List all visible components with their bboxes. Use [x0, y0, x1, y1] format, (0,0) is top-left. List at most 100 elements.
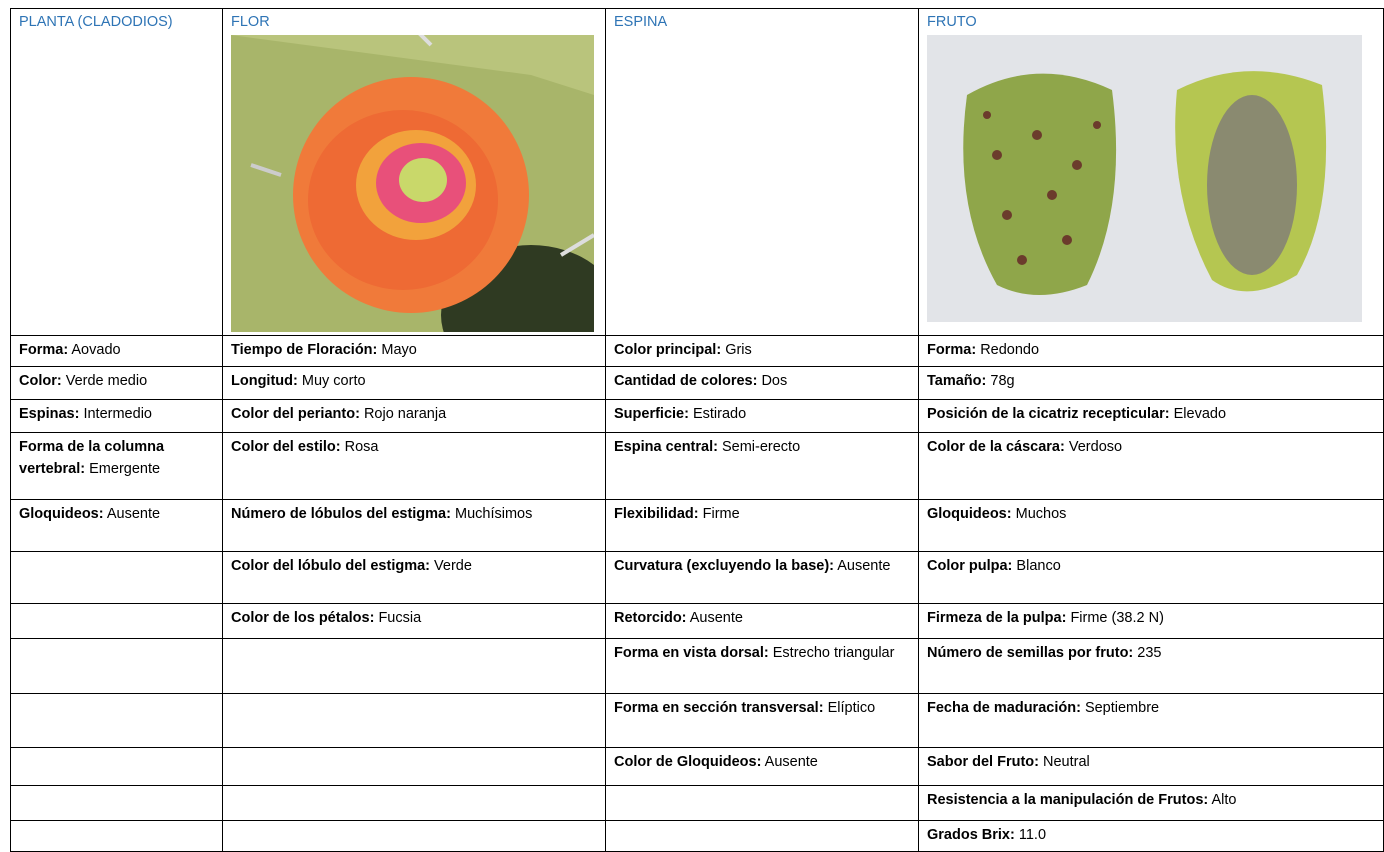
- trait-cell: Sabor del Fruto: Neutral: [918, 747, 1384, 786]
- trait-value: Verdoso: [1068, 439, 1123, 455]
- trait-cell: Tamaño: 78g: [918, 366, 1384, 400]
- trait-value: Blanco: [1016, 558, 1061, 574]
- column-title: PLANTA (CLADODIOS): [19, 14, 173, 30]
- trait-label: Tiempo de Floración:: [231, 342, 378, 358]
- table-row: Resistencia a la manipulación de Frutos:…: [10, 785, 1384, 821]
- trait-cell: Espinas: Intermedio: [10, 399, 223, 433]
- trait-value: Elevado: [1173, 406, 1227, 422]
- trait-label: Posición de la cicatriz recepticular:: [927, 406, 1170, 422]
- trait-cell: Superficie: Estirado: [605, 399, 919, 433]
- trait-label: Sabor del Fruto:: [927, 754, 1039, 770]
- table-row: Gloquideos: Ausente Número de lóbulos del…: [10, 499, 1384, 552]
- empty-cell: [10, 551, 223, 604]
- trait-label: Color pulpa:: [927, 558, 1013, 574]
- trait-value: Septiembre: [1084, 700, 1160, 716]
- trait-label: Gloquideos:: [927, 506, 1012, 522]
- trait-value: Gris: [725, 342, 752, 358]
- trait-cell: Color del lóbulo del estigma: Verde: [222, 551, 606, 604]
- table-row: Forma en vista dorsal: Estrecho triangul…: [10, 638, 1384, 694]
- empty-cell: [605, 820, 919, 852]
- trait-value: Rojo naranja: [363, 406, 447, 422]
- trait-label: Fecha de maduración:: [927, 700, 1081, 716]
- trait-cell: Posición de la cicatriz recepticular: El…: [918, 399, 1384, 433]
- trait-value: Rosa: [344, 439, 379, 455]
- trait-cell: Grados Brix: 11.0: [918, 820, 1384, 852]
- trait-cell: Color principal: Gris: [605, 335, 919, 367]
- trait-label: Forma en sección transversal:: [614, 700, 824, 716]
- trait-value: Redondo: [980, 342, 1040, 358]
- trait-label: Firmeza de la pulpa:: [927, 610, 1067, 626]
- trait-label: Forma:: [19, 342, 69, 358]
- trait-label: Número de lóbulos del estigma:: [231, 506, 451, 522]
- trait-cell: Color del estilo: Rosa: [222, 432, 606, 500]
- trait-value: Semi-erecto: [721, 439, 801, 455]
- trait-label: Color de la cáscara:: [927, 439, 1065, 455]
- table-body: PLANTA (CLADODIOS) FLOR ESPINA FRUTO: [10, 8, 1384, 852]
- table-row: Forma de la columna vertebral: Emergente…: [10, 432, 1384, 500]
- trait-label: Color de los pétalos:: [231, 610, 375, 626]
- trait-cell: Forma de la columna vertebral: Emergente: [10, 432, 223, 500]
- trait-label: Resistencia a la manipulación de Frutos:: [927, 792, 1209, 808]
- trait-cell: Gloquideos: Muchos: [918, 499, 1384, 552]
- trait-label: Forma en vista dorsal:: [614, 645, 769, 661]
- trait-label: Espinas:: [19, 406, 80, 422]
- empty-cell: [10, 693, 223, 748]
- trait-cell: Número de lóbulos del estigma: Muchísimo…: [222, 499, 606, 552]
- trait-value: Muy corto: [301, 373, 366, 389]
- column-title: ESPINA: [614, 14, 668, 30]
- trait-cell: Retorcido: Ausente: [605, 603, 919, 639]
- trait-label: Longitud:: [231, 373, 298, 389]
- table-row: Forma en sección transversal: Elíptico Fe…: [10, 693, 1384, 748]
- trait-value: Ausente: [689, 610, 743, 626]
- empty-cell: [222, 638, 606, 694]
- fruit-photo: [927, 35, 1362, 322]
- empty-cell: [222, 820, 606, 852]
- trait-cell: Forma en vista dorsal: Estrecho triangul…: [605, 638, 919, 694]
- empty-cell: [605, 785, 919, 821]
- table-row: Color: Verde medio Longitud: Muy corto Can…: [10, 366, 1384, 400]
- empty-cell: [10, 820, 223, 852]
- trait-value: Firme (38.2 N): [1070, 610, 1164, 626]
- trait-cell: Color de la cáscara: Verdoso: [918, 432, 1384, 500]
- trait-label: Retorcido:: [614, 610, 687, 626]
- trait-cell: Longitud: Muy corto: [222, 366, 606, 400]
- trait-label: Forma de la columna vertebral:: [19, 439, 165, 477]
- column-title: FRUTO: [927, 14, 977, 30]
- trait-cell: Flexibilidad: Firme: [605, 499, 919, 552]
- trait-cell: Fecha de maduración: Septiembre: [918, 693, 1384, 748]
- trait-cell: Color de Gloquideos: Ausente: [605, 747, 919, 786]
- empty-cell: [10, 603, 223, 639]
- trait-cell: Curvatura (excluyendo la base): Ausente: [605, 551, 919, 604]
- trait-label: Superficie:: [614, 406, 689, 422]
- trait-value: 235: [1137, 645, 1162, 661]
- trait-value: Elíptico: [827, 700, 876, 716]
- trait-value: Verde medio: [65, 373, 148, 389]
- empty-cell: [10, 785, 223, 821]
- empty-cell: [222, 693, 606, 748]
- trait-label: Número de semillas por fruto:: [927, 645, 1134, 661]
- trait-value: Intermedio: [83, 406, 152, 422]
- trait-value: Ausente: [764, 754, 818, 770]
- trait-label: Tamaño:: [927, 373, 987, 389]
- trait-label: Espina central:: [614, 439, 718, 455]
- trait-label: Forma:: [927, 342, 977, 358]
- table-row: Espinas: Intermedio Color del perianto: R…: [10, 399, 1384, 433]
- trait-label: Curvatura (excluyendo la base):: [614, 558, 834, 574]
- trait-cell: Número de semillas por fruto: 235: [918, 638, 1384, 694]
- trait-label: Color del lóbulo del estigma:: [231, 558, 430, 574]
- trait-label: Flexibilidad:: [614, 506, 699, 522]
- trait-cell: Resistencia a la manipulación de Frutos:…: [918, 785, 1384, 821]
- trait-value: Estrecho triangular: [772, 645, 895, 661]
- trait-value: Aovado: [71, 342, 121, 358]
- trait-value: 11.0: [1018, 827, 1047, 843]
- column-title: FLOR: [231, 14, 270, 30]
- trait-value: Neutral: [1043, 754, 1090, 770]
- trait-value: Ausente: [106, 506, 161, 522]
- trait-label: Color:: [19, 373, 62, 389]
- trait-value: Emergente: [89, 461, 161, 477]
- trait-table: PLANTA (CLADODIOS) FLOR ESPINA FRUTO: [10, 8, 1384, 852]
- trait-cell: Tiempo de Floración: Mayo: [222, 335, 606, 367]
- trait-cell: Forma en sección transversal: Elíptico: [605, 693, 919, 748]
- empty-cell: [222, 785, 606, 821]
